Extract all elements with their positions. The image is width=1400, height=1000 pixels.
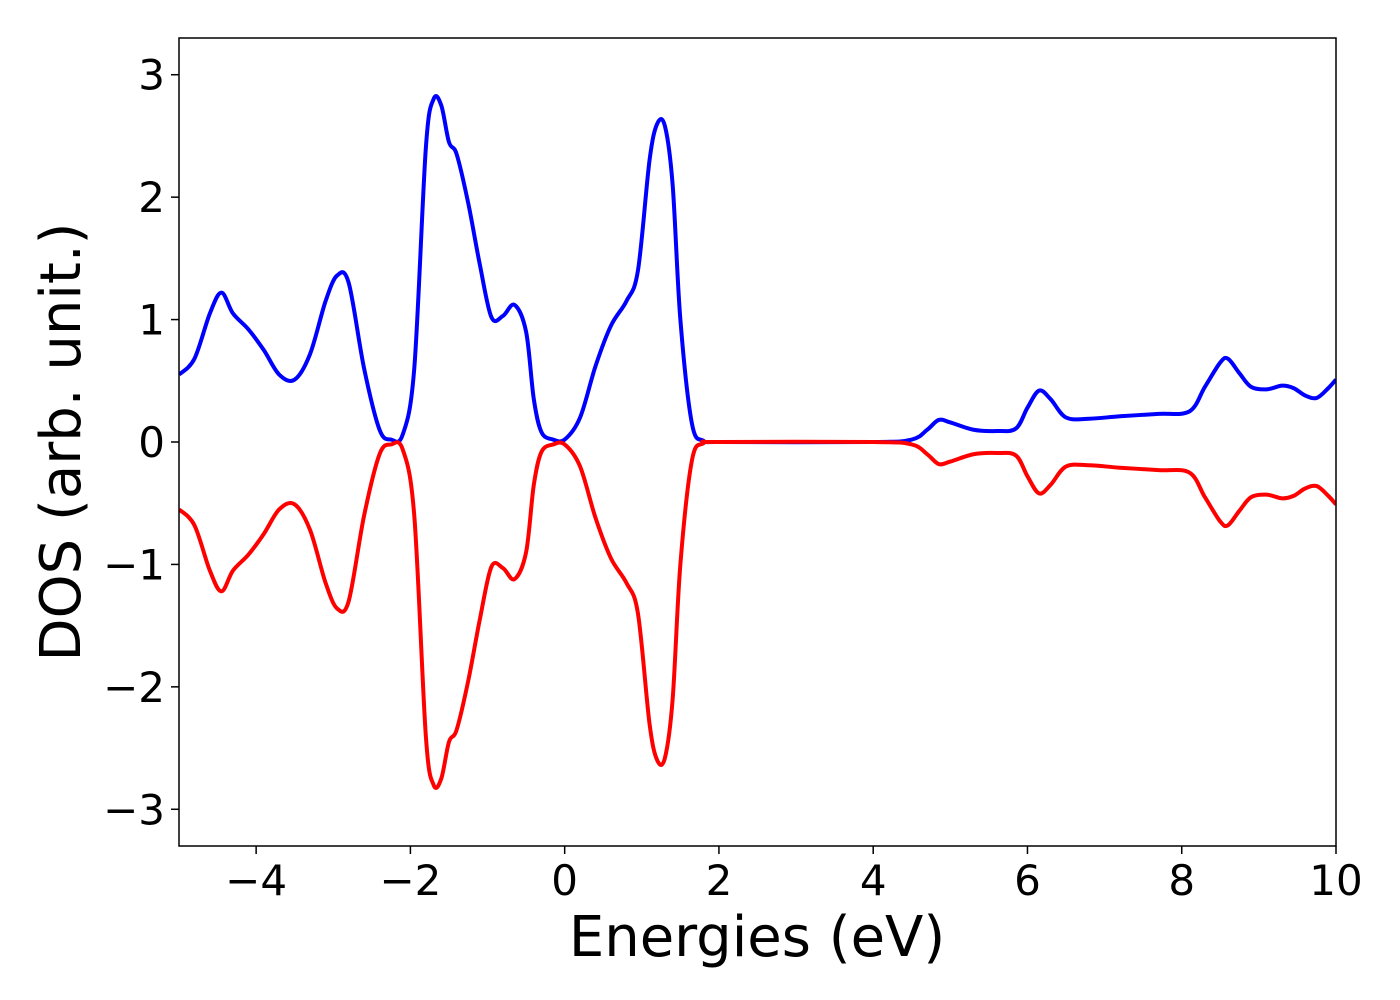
y-tick-label: 3 (138, 51, 165, 100)
y-tick-label: 1 (138, 296, 165, 345)
x-tick-label: −4 (225, 856, 287, 905)
series-line-1 (179, 94, 1336, 445)
y-tick-label: −1 (103, 540, 165, 589)
x-tick-label: 10 (1309, 856, 1362, 905)
y-tick-label: 0 (138, 418, 165, 467)
y-tick-label: −2 (103, 663, 165, 712)
y-tick-label: 2 (138, 173, 165, 222)
x-tick-label: 6 (1014, 856, 1041, 905)
x-tick-label: 0 (551, 856, 578, 905)
x-tick-label: −2 (379, 856, 441, 905)
x-axis-ticks: −4 −2 0 2 4 6 8 10 (225, 846, 1363, 905)
y-tick-label: −3 (103, 785, 165, 834)
series-layer (179, 94, 1336, 790)
x-axis-title: Energies (eV) (569, 905, 945, 970)
x-tick-label: 2 (706, 856, 733, 905)
y-axis-title: DOS (arb. unit.) (29, 222, 94, 661)
y-axis-ticks: −3 −2 −1 0 1 2 3 (103, 51, 179, 834)
x-tick-label: 8 (1168, 856, 1195, 905)
x-tick-label: 4 (860, 856, 887, 905)
series-line-2 (179, 439, 1336, 790)
